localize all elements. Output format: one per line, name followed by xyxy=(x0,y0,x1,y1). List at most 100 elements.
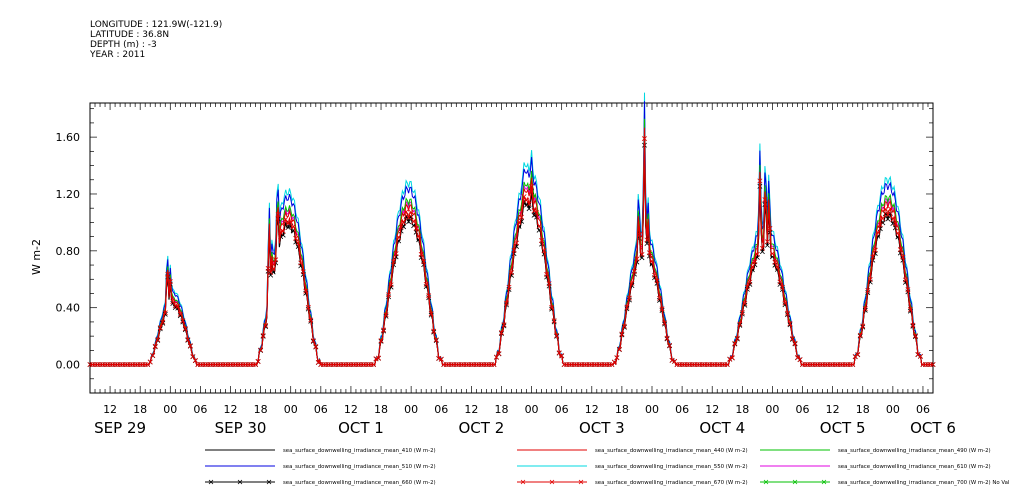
x-date-label: SEP 29 xyxy=(94,419,146,437)
series-marker xyxy=(647,250,652,256)
x-hour-label: 12 xyxy=(224,403,238,416)
series-marker xyxy=(880,220,886,226)
series-marker xyxy=(724,362,730,368)
series-marker xyxy=(747,279,753,285)
x-hour-label: 00 xyxy=(645,403,659,416)
series-marker xyxy=(764,242,770,248)
x-date-label: OCT 4 xyxy=(699,419,745,437)
series-marker xyxy=(777,279,783,285)
series-marker xyxy=(737,321,743,327)
series-marker xyxy=(744,284,750,290)
longitude-text: LONGITUDE : 121.9W(-121.9) xyxy=(90,20,223,30)
y-tick-label: 0.00 xyxy=(56,359,81,372)
x-hour-label: 18 xyxy=(494,403,508,416)
x-hour-label: 12 xyxy=(344,403,358,416)
series-marker xyxy=(900,254,906,260)
series-marker xyxy=(421,259,427,265)
legend-label: sea_surface_downwelling_irradiance_mean_… xyxy=(838,448,991,454)
series-marker xyxy=(551,318,557,324)
x-hour-label: 06 xyxy=(916,403,930,416)
series-marker xyxy=(905,287,911,293)
plot-frame xyxy=(89,102,934,394)
series-marker xyxy=(787,321,793,327)
series-marker xyxy=(885,212,891,218)
series-marker xyxy=(652,272,657,278)
series-marker xyxy=(790,336,795,342)
series-marker xyxy=(531,208,537,214)
legend-marker xyxy=(208,479,214,485)
series-marker xyxy=(433,337,439,343)
series-marker xyxy=(493,354,499,360)
legend-marker xyxy=(237,479,243,485)
legend: sea_surface_downwelling_irradiance_mean_… xyxy=(205,448,1009,486)
series-marker xyxy=(850,362,856,368)
series-marker xyxy=(657,295,663,301)
legend-label: sea_surface_downwelling_irradiance_mean_… xyxy=(595,448,748,454)
series-marker xyxy=(170,299,176,305)
series-marker xyxy=(165,271,171,277)
legend-label: sea_surface_downwelling_irradiance_mean_… xyxy=(595,464,748,470)
series-marker xyxy=(767,226,773,232)
series-marker xyxy=(649,258,655,264)
series-marker xyxy=(290,224,296,229)
series-marker xyxy=(644,237,650,243)
series-marker xyxy=(870,254,876,260)
series-marker xyxy=(616,346,622,352)
y-tick-label: 1.60 xyxy=(56,131,81,144)
series-marker xyxy=(539,238,545,244)
y-axis-title: W m-2 xyxy=(30,239,43,275)
series-marker xyxy=(406,219,412,225)
series-marker xyxy=(882,206,888,212)
legend-label: sea_surface_downwelling_irradiance_mean_… xyxy=(283,448,436,454)
x-hour-label: 18 xyxy=(615,403,629,416)
series-marker xyxy=(626,295,632,301)
series-marker xyxy=(907,307,913,313)
series-marker xyxy=(300,269,306,275)
series-marker xyxy=(182,326,188,332)
series-marker xyxy=(438,356,444,362)
series-marker xyxy=(147,359,153,365)
series-marker xyxy=(659,306,665,312)
x-date-label: OCT 1 xyxy=(338,419,384,437)
series-marker xyxy=(408,209,414,215)
x-hour-label: 00 xyxy=(765,403,779,416)
series-marker xyxy=(880,216,886,222)
series-marker xyxy=(654,278,660,284)
series-marker xyxy=(732,340,738,346)
series-marker xyxy=(177,311,183,317)
series-marker xyxy=(857,332,863,338)
x-date-label: OCT 2 xyxy=(459,419,505,437)
series-marker xyxy=(285,220,291,226)
series-marker xyxy=(890,216,896,222)
series-marker xyxy=(865,287,871,293)
y-tick-label: 0.80 xyxy=(56,245,81,258)
series-marker xyxy=(416,233,422,239)
x-hour-label: 18 xyxy=(856,403,870,416)
series-marker xyxy=(917,353,923,359)
series-marker xyxy=(855,352,861,358)
series-marker xyxy=(521,194,527,200)
series-marker xyxy=(526,201,532,207)
series-marker xyxy=(310,338,316,344)
series-marker xyxy=(644,241,650,247)
y-axis-labels: 0.00 0.40 0.80 1.20 1.60 xyxy=(56,131,81,371)
series-marker xyxy=(411,219,417,225)
series-marker xyxy=(554,332,560,338)
series-marker xyxy=(255,358,261,364)
legend-marker xyxy=(792,479,798,485)
series-marker xyxy=(155,337,161,343)
series-marker xyxy=(662,320,668,326)
series-marker xyxy=(288,219,294,225)
series-marker xyxy=(401,220,407,226)
series-marker xyxy=(386,292,392,298)
x-date-label: OCT 3 xyxy=(579,419,625,437)
series-marker xyxy=(393,251,399,257)
x-hour-label: 00 xyxy=(525,403,539,416)
x-date-label: OCT 5 xyxy=(820,419,866,437)
series-marker xyxy=(280,228,286,234)
series-marker xyxy=(734,335,740,341)
series-marker xyxy=(757,178,763,184)
x-hour-label: 12 xyxy=(464,403,478,416)
x-date-label: OCT 6 xyxy=(910,419,956,437)
